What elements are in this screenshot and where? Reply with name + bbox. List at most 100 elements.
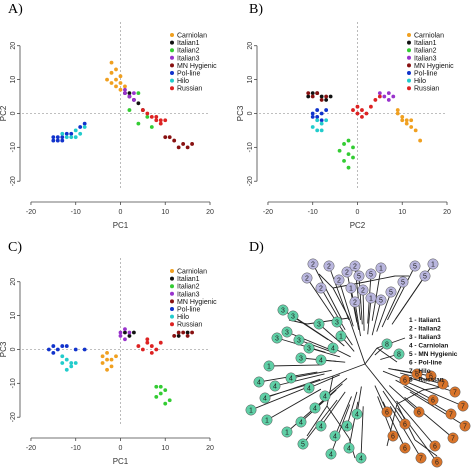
tree-node: 7 — [449, 386, 461, 398]
tree-legend-entry: 8 - Russian — [409, 377, 444, 384]
point-mn-hygienic — [185, 145, 190, 150]
point-russian — [145, 111, 150, 116]
tree-node: 7 — [447, 432, 459, 444]
svg-text:1: 1 — [265, 418, 269, 425]
svg-text:4: 4 — [289, 376, 293, 383]
tree-branch — [326, 405, 350, 439]
tree-node: 6 — [427, 394, 439, 406]
tree-node: 3 — [293, 334, 305, 346]
svg-text:4: 4 — [319, 358, 323, 365]
point-italian3 — [132, 98, 136, 102]
tree-node: 6 — [429, 440, 441, 452]
legend-label-italian3: Italian3 — [177, 55, 200, 62]
svg-text:4: 4 — [347, 446, 351, 453]
y-tick-label: 0 — [10, 347, 17, 351]
tree-node: 4 — [269, 380, 281, 392]
point-hilo — [319, 121, 324, 126]
tree-branch — [364, 347, 378, 365]
svg-text:7: 7 — [449, 412, 453, 419]
tree-legend-entry: 5 - MN Hygienic — [409, 351, 458, 358]
point-hilo — [69, 364, 74, 369]
legend-marker-carniolan — [170, 33, 174, 37]
svg-text:1: 1 — [431, 262, 435, 269]
point-mn-hygienic — [190, 142, 194, 146]
svg-text:7: 7 — [453, 390, 457, 397]
tree-branch — [396, 400, 436, 447]
point-italian1 — [310, 91, 315, 96]
point-pol-line — [73, 347, 78, 352]
point-carniolan — [118, 81, 123, 85]
point-pol-line — [51, 135, 56, 140]
point-pol-line — [64, 131, 69, 136]
legend-marker-pol-line — [170, 307, 174, 311]
svg-text:1: 1 — [249, 408, 253, 415]
tree-branch — [364, 275, 396, 283]
legend-marker-carniolan — [170, 269, 174, 273]
tree-node: 1 — [427, 258, 439, 270]
point-italian1 — [319, 94, 324, 99]
legend-label-carniolan: Carniolan — [177, 269, 207, 276]
point-pol-line — [319, 111, 324, 116]
point-italian3 — [132, 91, 136, 96]
point-mn-hygienic — [163, 135, 168, 140]
x-tick-label: 10 — [398, 209, 406, 216]
x-tick-label: -20 — [26, 445, 36, 452]
point-carniolan — [123, 84, 127, 89]
tree-node: 4 — [351, 408, 363, 420]
point-hilo — [310, 125, 315, 129]
tree-node: 7 — [437, 378, 449, 390]
svg-text:3: 3 — [285, 330, 289, 337]
x-tick-label: -10 — [308, 209, 318, 216]
legend-marker-italian3 — [170, 55, 174, 60]
tree-branch — [371, 299, 382, 336]
svg-text:2: 2 — [311, 262, 315, 269]
tree-branch — [381, 281, 404, 328]
svg-text:5: 5 — [357, 274, 361, 281]
point-carniolan — [413, 128, 418, 133]
svg-text:1: 1 — [267, 364, 271, 371]
tree-branch — [364, 363, 398, 405]
point-mn-hygienic — [181, 142, 186, 146]
tree-node: 4 — [253, 376, 265, 388]
svg-text:6: 6 — [403, 422, 407, 429]
point-mn-hygienic — [319, 98, 324, 102]
tree-branch — [408, 382, 464, 407]
svg-text:8: 8 — [397, 352, 401, 359]
svg-text:7: 7 — [441, 382, 445, 389]
legend-label-hilo: Hilo — [177, 78, 189, 85]
tree-node: 4 — [315, 420, 327, 432]
x-tick-label: 0 — [356, 209, 360, 216]
point-mn-hygienic — [306, 91, 311, 96]
point-carniolan — [404, 121, 409, 126]
tree-node: 1 — [245, 404, 257, 416]
point-italian2 — [127, 108, 132, 112]
point-italian3 — [377, 91, 382, 96]
svg-text:8: 8 — [385, 342, 389, 349]
y-tick-label: 20 — [10, 278, 17, 286]
svg-text:1: 1 — [339, 334, 343, 341]
point-italian1 — [132, 330, 136, 335]
point-hilo — [73, 361, 78, 365]
tree-node: 5 — [397, 276, 409, 288]
tree-branch — [292, 315, 333, 343]
svg-text:6: 6 — [435, 460, 439, 467]
legend-marker-russian — [170, 322, 174, 327]
legend-marker-hilo — [170, 314, 174, 319]
point-italian3 — [123, 87, 127, 92]
legend-marker-italian2 — [170, 284, 174, 289]
point-italian3 — [382, 94, 387, 99]
tree-branch — [367, 297, 372, 335]
tree-branch — [376, 291, 392, 332]
tree-node: 4 — [329, 430, 341, 442]
svg-text:2: 2 — [337, 278, 341, 285]
x-tick-label: 20 — [443, 209, 451, 216]
point-carniolan — [114, 67, 118, 72]
svg-text:2: 2 — [305, 276, 309, 283]
tree-legend-entry: 7 - Hilo — [409, 368, 431, 375]
tree-branch — [286, 331, 331, 351]
point-russian — [369, 104, 373, 109]
tree-node: 4 — [355, 452, 367, 464]
point-mn-hygienic — [172, 334, 177, 338]
point-carniolan — [404, 118, 409, 123]
legend-marker-italian3 — [170, 291, 174, 296]
